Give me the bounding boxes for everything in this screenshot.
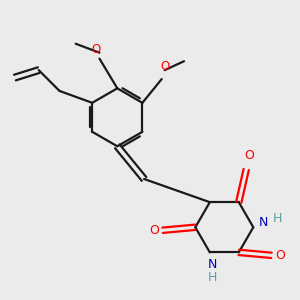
Text: O: O — [92, 43, 101, 56]
Text: O: O — [160, 60, 169, 73]
Text: N: N — [208, 258, 218, 271]
Text: O: O — [149, 224, 159, 237]
Text: H: H — [272, 212, 282, 225]
Text: N: N — [259, 216, 268, 229]
Text: O: O — [275, 249, 285, 262]
Text: O: O — [244, 149, 254, 162]
Text: H: H — [208, 271, 218, 284]
